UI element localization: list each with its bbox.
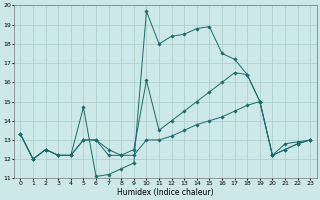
X-axis label: Humidex (Indice chaleur): Humidex (Indice chaleur) [117, 188, 214, 197]
